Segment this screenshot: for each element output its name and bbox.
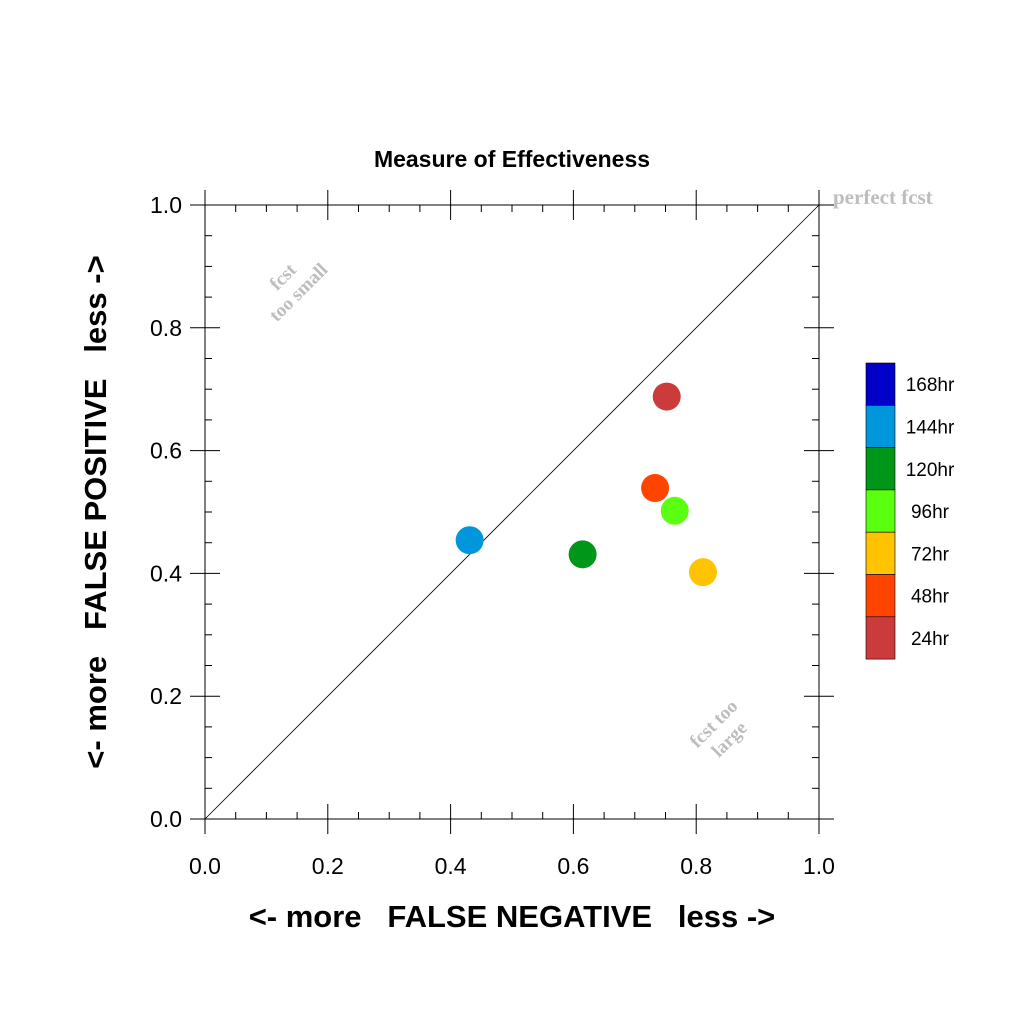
point-96hr [660,496,689,525]
y-tick-labels: 0.0 0.2 0.4 0.6 0.8 1.0 [150,192,182,832]
legend-label-24hr: 24hr [911,629,950,650]
plot-frame [204,204,820,820]
x-tick-label: 0.6 [557,853,589,879]
point-24hr [652,382,681,411]
y-tick-label: 0.0 [150,806,182,832]
data-points [455,382,717,587]
legend-label-48hr: 48hr [911,587,950,608]
point-72hr [688,558,717,587]
point-120hr [568,540,597,569]
legend: 168hr 144hr 120hr 96hr 72hr 48hr 24hr [865,362,955,660]
legend-swatch-48hr [865,574,896,618]
too-large-note: fcst too large [686,696,752,762]
perfect-forecast-diagonal [204,204,820,820]
legend-label-72hr: 72hr [911,544,950,565]
legend-swatch-144hr [865,404,896,448]
x-axis-label: <- more FALSE NEGATIVE less -> [249,899,776,934]
y-tick-label: 0.4 [150,560,182,586]
too-small-note: fcst too small [265,259,332,326]
legend-swatch-96hr [865,489,896,533]
x-tick-label: 0.8 [680,853,712,879]
x-tick-labels: 0.0 0.2 0.4 0.6 0.8 1.0 [189,853,835,879]
point-48hr [641,474,670,503]
legend-swatch-72hr [865,531,896,575]
x-tick-label: 0.2 [312,853,344,879]
legend-label-96hr: 96hr [911,502,950,523]
legend-swatch-168hr [865,362,896,406]
x-tick-label: 0.4 [435,853,467,879]
point-144hr [455,526,484,555]
y-axis-label: <- more FALSE POSITIVE less -> [78,255,113,768]
x-tick-label: 1.0 [803,853,835,879]
perfect-forecast-note: perfect fcst [833,185,933,209]
y-tick-label: 0.8 [150,315,182,341]
y-tick-label: 0.2 [150,683,182,709]
legend-swatch-120hr [865,447,896,491]
y-tick-label: 0.6 [150,438,182,464]
legend-swatch-24hr [865,616,896,660]
x-tick-label: 0.0 [189,853,221,879]
y-tick-label: 1.0 [150,192,182,218]
chart-title: Measure of Effectiveness [374,146,650,172]
legend-label-168hr: 168hr [906,375,955,396]
legend-label-144hr: 144hr [906,417,955,438]
legend-label-120hr: 120hr [906,460,955,481]
